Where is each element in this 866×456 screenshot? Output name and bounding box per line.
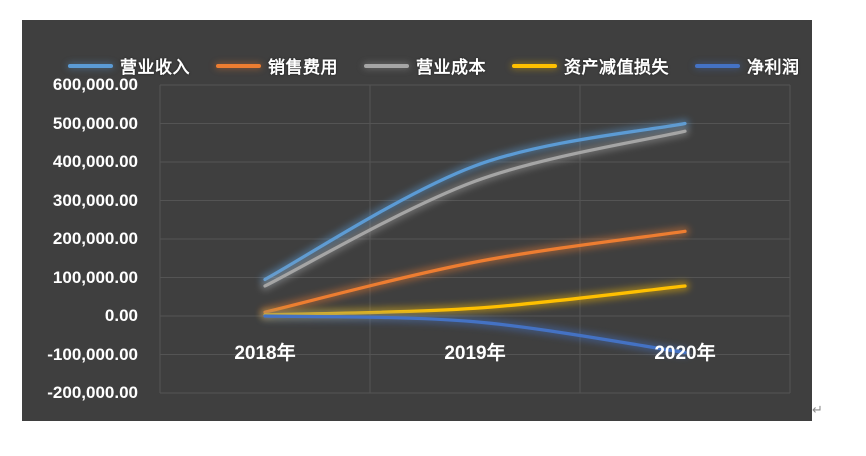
revenue-line[interactable]: [260, 119, 690, 284]
chart-canvas[interactable]: 营业收入 销售费用 营业成本 资产减值损失 净利润 600,000.00 500,000.…: [22, 20, 812, 421]
y-axis-tick-label: -200,000.00: [47, 383, 138, 402]
legend-item-label: 销售费用: [268, 58, 338, 77]
legend-item-label: 资产减值损失: [564, 58, 669, 77]
y-axis: 600,000.00 500,000.00 400,000.00 300,000.00…: [22, 20, 138, 421]
legend-item-net-profit[interactable]: 净利润: [695, 53, 800, 78]
legend-item-impairment-loss[interactable]: 资产减值损失: [512, 53, 669, 78]
y-axis-tick-label: 200,000.00: [52, 229, 138, 248]
y-axis-tick-label: -100,000.00: [47, 344, 138, 364]
legend-line-swatch-icon: [68, 63, 113, 68]
legend-line-swatch-icon: [695, 63, 740, 68]
revenue-line-stroke: [263, 121, 687, 282]
y-axis-tick-label: 0.00: [104, 306, 138, 325]
y-axis-tick-label: 400,000.00: [52, 152, 138, 171]
legend-line-swatch-icon: [216, 63, 261, 68]
operating-cost-line[interactable]: [260, 126, 690, 291]
selling-expense-line-stroke: [263, 229, 687, 314]
legend: 营业收入 销售费用 营业成本 资产减值损失 净利润: [68, 53, 800, 78]
legend-line-swatch-icon: [364, 63, 409, 68]
plot-area: [159, 84, 791, 394]
legend-line-swatch-icon: [512, 63, 557, 68]
net-profit-line[interactable]: [260, 311, 690, 358]
legend-item-operating-cost[interactable]: 营业成本: [364, 53, 486, 78]
legend-item-revenue[interactable]: 营业收入: [68, 53, 190, 78]
legend-item-label: 营业收入: [120, 58, 190, 77]
operating-cost-line-stroke: [263, 129, 687, 288]
paragraph-mark-icon: ↵: [812, 402, 823, 417]
selling-expense-line[interactable]: [260, 226, 690, 317]
net-profit-line-stroke: [263, 314, 687, 355]
legend-item-label: 营业成本: [416, 58, 486, 77]
y-axis-tick-label: 600,000.00: [52, 75, 138, 94]
series-layer: [260, 119, 690, 358]
y-axis-tick-label: 300,000.00: [52, 190, 138, 210]
legend-item-selling-expense[interactable]: 销售费用: [216, 53, 338, 78]
y-axis-tick-label: 100,000.00: [52, 267, 138, 287]
legend-item-label: 净利润: [747, 58, 800, 77]
gridlines: [159, 84, 791, 394]
y-axis-tick-label: 500,000.00: [52, 113, 138, 133]
